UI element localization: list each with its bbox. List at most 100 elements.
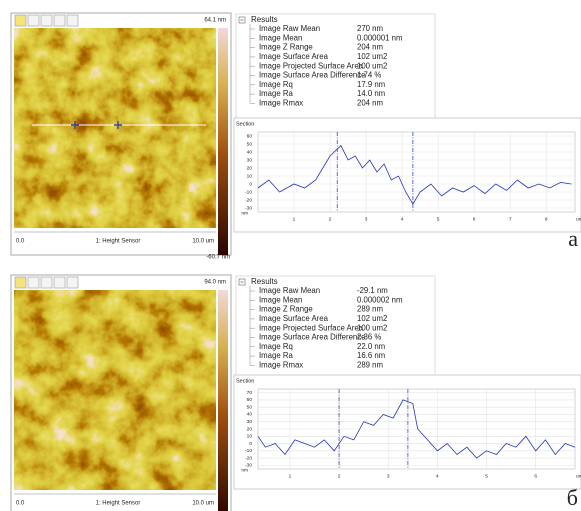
afm-image bbox=[14, 28, 216, 228]
image-x-start: 0.0 bbox=[16, 239, 25, 245]
result-value: 204 nm bbox=[357, 98, 383, 107]
toolbar-button[interactable] bbox=[67, 15, 78, 26]
y-tick-label: 10 bbox=[247, 434, 253, 440]
toolbar-button[interactable] bbox=[28, 15, 39, 26]
x-unit: um bbox=[576, 217, 581, 222]
section-title: Section bbox=[236, 378, 254, 384]
result-label: Image Rmax bbox=[259, 98, 303, 107]
result-value: 100 um2 bbox=[357, 61, 387, 70]
x-tick-label: 3 bbox=[387, 473, 390, 479]
x-tick-label: 5 bbox=[437, 216, 440, 222]
result-value: 1.74 % bbox=[357, 71, 381, 80]
y-tick-label: -20 bbox=[245, 455, 252, 461]
screen: 64.1 nm0.01: Height Sensor10.0 um-60.7 n… bbox=[0, 0, 581, 511]
toolbar-button[interactable] bbox=[67, 277, 78, 288]
result-label: Image Projected Surface Area bbox=[259, 61, 364, 70]
result-label: Image Surface Area bbox=[259, 52, 329, 61]
x-tick-label: 2 bbox=[329, 216, 332, 222]
result-value: 102 um2 bbox=[357, 314, 387, 323]
y-tick-label: 30 bbox=[247, 419, 253, 425]
y-tick-label: 20 bbox=[247, 165, 253, 171]
color-bar bbox=[218, 28, 228, 255]
toolbar-button[interactable] bbox=[28, 277, 39, 288]
y-tick-label: 40 bbox=[247, 149, 253, 155]
y-tick-label: 20 bbox=[247, 426, 253, 432]
y-tick-label: -20 bbox=[245, 197, 252, 203]
y-tick-label: 0 bbox=[249, 441, 252, 447]
x-tick-label: 6 bbox=[473, 216, 476, 222]
y-tick-label: 40 bbox=[247, 412, 253, 418]
result-label: Image Ra bbox=[259, 351, 293, 360]
results-title: Results bbox=[251, 277, 278, 286]
y-tick-label: 70 bbox=[247, 390, 253, 396]
x-tick-label: 1 bbox=[293, 216, 296, 222]
toolbar-button[interactable] bbox=[15, 277, 26, 288]
image-channel: 1: Height Sensor bbox=[96, 239, 141, 245]
x-tick-label: 4 bbox=[436, 473, 439, 479]
y-tick-label: 10 bbox=[247, 173, 253, 179]
image-x-end: 10.0 um bbox=[192, 501, 214, 507]
result-value: 270 nm bbox=[357, 24, 383, 33]
result-label: Image Surface Area Difference bbox=[259, 71, 365, 80]
result-label: Image Raw Mean bbox=[259, 286, 320, 295]
image-channel: 1: Height Sensor bbox=[96, 501, 141, 507]
y-tick-label: -10 bbox=[245, 189, 252, 195]
result-label: Image Z Range bbox=[259, 305, 313, 314]
result-value: 204 nm bbox=[357, 43, 383, 52]
image-min-label: -60.7 nm bbox=[206, 255, 230, 261]
result-value: 100 um2 bbox=[357, 323, 387, 332]
page: 64.1 nm0.01: Height Sensor10.0 um-60.7 n… bbox=[0, 0, 581, 511]
image-max-label: 94.0 nm bbox=[204, 280, 226, 286]
x-unit: um bbox=[576, 474, 581, 479]
toolbar-button[interactable] bbox=[54, 277, 65, 288]
y-tick-label: 50 bbox=[247, 141, 253, 147]
y-tick-label: 60 bbox=[247, 133, 253, 139]
toolbar-button[interactable] bbox=[15, 15, 26, 26]
result-label: Image Z Range bbox=[259, 43, 313, 52]
result-label: Image Rmax bbox=[259, 360, 303, 369]
x-tick-label: 1 bbox=[289, 473, 292, 479]
x-tick-label: 2 bbox=[338, 473, 341, 479]
result-label: Image Rq bbox=[259, 80, 293, 89]
toolbar-button[interactable] bbox=[41, 277, 52, 288]
panel-letter: б bbox=[567, 485, 578, 510]
result-label: Image Surface Area bbox=[259, 314, 329, 323]
x-tick-label: 7 bbox=[509, 216, 512, 222]
color-bar bbox=[218, 290, 228, 511]
result-label: Image Rq bbox=[259, 342, 293, 351]
result-value: 2.36 % bbox=[357, 333, 381, 342]
y-unit: nm bbox=[241, 468, 248, 473]
toolbar-button[interactable] bbox=[41, 15, 52, 26]
result-value: 289 nm bbox=[357, 305, 383, 314]
y-tick-label: 30 bbox=[247, 157, 253, 163]
x-tick-label: 8 bbox=[545, 216, 548, 222]
y-unit: nm bbox=[241, 211, 248, 216]
y-tick-label: 60 bbox=[247, 397, 253, 403]
result-label: Image Ra bbox=[259, 89, 293, 98]
section-title: Section bbox=[236, 121, 254, 127]
result-value: -29.1 nm bbox=[357, 286, 388, 295]
toolbar-button[interactable] bbox=[54, 15, 65, 26]
result-value: 16.6 nm bbox=[357, 351, 385, 360]
result-value: 22.0 nm bbox=[357, 342, 385, 351]
y-tick-label: 0 bbox=[249, 181, 252, 187]
y-tick-label: -10 bbox=[245, 448, 252, 454]
result-label: Image Surface Area Difference bbox=[259, 333, 365, 342]
x-tick-label: 3 bbox=[365, 216, 368, 222]
result-label: Image Mean bbox=[259, 33, 302, 42]
x-tick-label: 5 bbox=[485, 473, 488, 479]
result-value: 0.000001 nm bbox=[357, 33, 403, 42]
image-x-start: 0.0 bbox=[16, 501, 25, 507]
x-tick-label: 6 bbox=[534, 473, 537, 479]
panel-letter: a bbox=[568, 226, 578, 251]
results-title: Results bbox=[251, 15, 278, 24]
result-value: 14.0 nm bbox=[357, 89, 385, 98]
result-label: Image Mean bbox=[259, 295, 302, 304]
y-tick-label: 50 bbox=[247, 404, 253, 410]
afm-image bbox=[14, 290, 216, 490]
result-label: Image Raw Mean bbox=[259, 24, 320, 33]
panel: 94.0 nm 0.0 1: Height Sensor 10.0 um Results… bbox=[11, 275, 581, 511]
x-tick-label: 4 bbox=[401, 216, 404, 222]
image-x-end: 10.0 um bbox=[192, 239, 214, 245]
